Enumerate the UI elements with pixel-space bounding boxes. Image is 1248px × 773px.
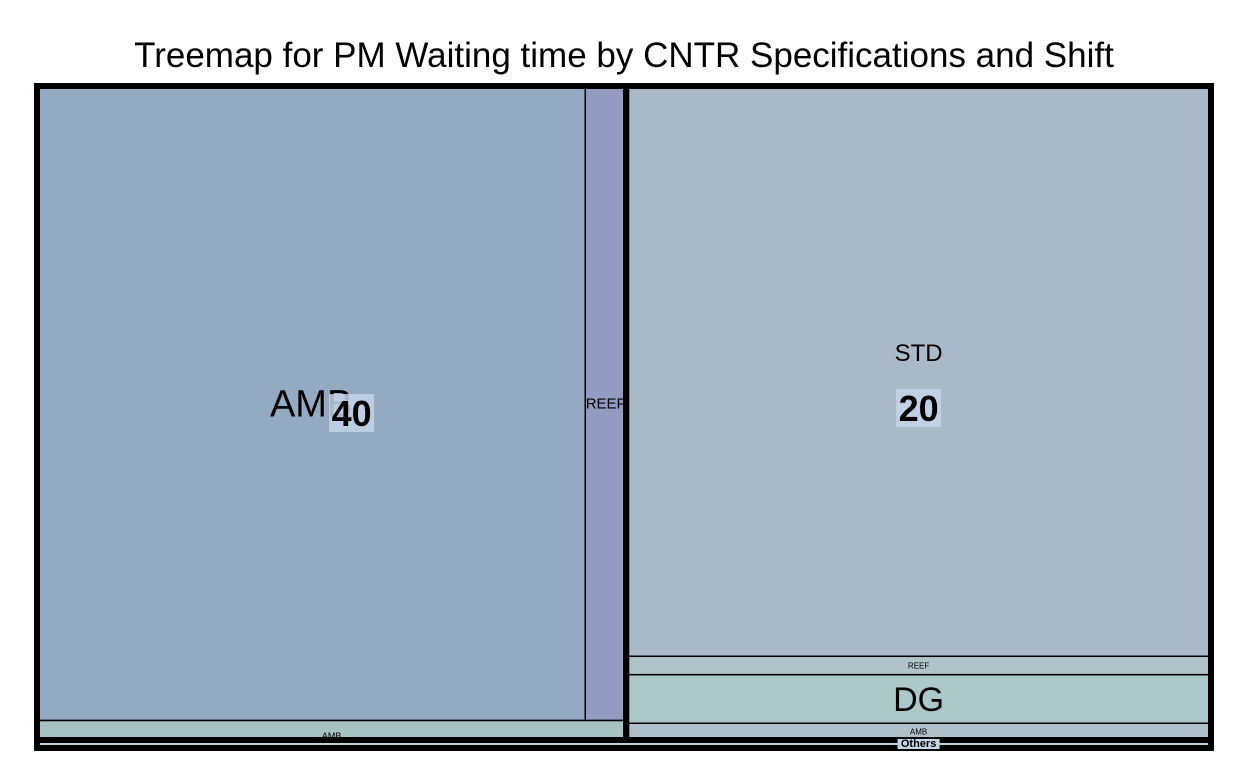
chart-title: Treemap for PM Waiting time by CNTR Spec… xyxy=(134,36,1114,75)
group-20-tile-label-std: STD xyxy=(895,340,943,367)
group-others-label-box xyxy=(897,739,940,749)
group-40-label: 40 xyxy=(332,393,372,434)
group-40-tile-label-reef-1: REEF xyxy=(586,396,626,413)
group-40-tile-reef-1 xyxy=(584,85,627,722)
group-20-tile-label-reef-0: REEF xyxy=(908,661,929,670)
group-20-tile-std xyxy=(625,85,1212,658)
group-20-tile-label-dg-1: DG xyxy=(893,681,944,719)
treemap-tiles xyxy=(35,85,1213,750)
treemap-outer-border xyxy=(34,83,1214,751)
group-20-tile-dg-1 xyxy=(625,673,1212,725)
group-40-tile-amb-0 xyxy=(36,85,587,722)
group-20-label: 20 xyxy=(899,388,939,429)
group-40-label-box xyxy=(329,394,375,432)
group-20-tile-label-amb-2: AMB xyxy=(910,727,927,736)
group-40-tile-label-amb-strip: AMB xyxy=(322,731,342,741)
group-20-label-box xyxy=(896,389,942,427)
group-others-label: Others xyxy=(901,738,936,750)
